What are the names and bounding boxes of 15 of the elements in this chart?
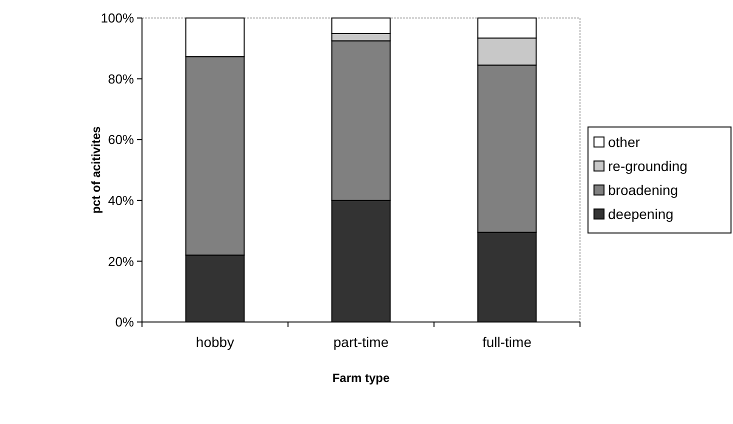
legend-label: other [608, 134, 640, 150]
x-tick-label: hobby [196, 334, 234, 350]
x-tick-label: full-time [482, 334, 532, 350]
legend-label: re-grounding [608, 158, 688, 174]
y-tick-label: 100% [100, 10, 134, 26]
y-tick-label: 20% [108, 254, 134, 269]
x-axis-title: Farm type [332, 371, 390, 385]
y-axis-title: pct of acitivites [89, 126, 103, 214]
x-tick-label: part-time [333, 334, 389, 350]
y-tick-label: 0% [115, 314, 134, 330]
y-tick-label: 40% [108, 192, 134, 208]
y-tick-label: 60% [108, 132, 134, 148]
y-tick-label: 80% [108, 71, 134, 86]
legend-label: broadening [608, 182, 678, 198]
legend-label: deepening [608, 206, 674, 222]
